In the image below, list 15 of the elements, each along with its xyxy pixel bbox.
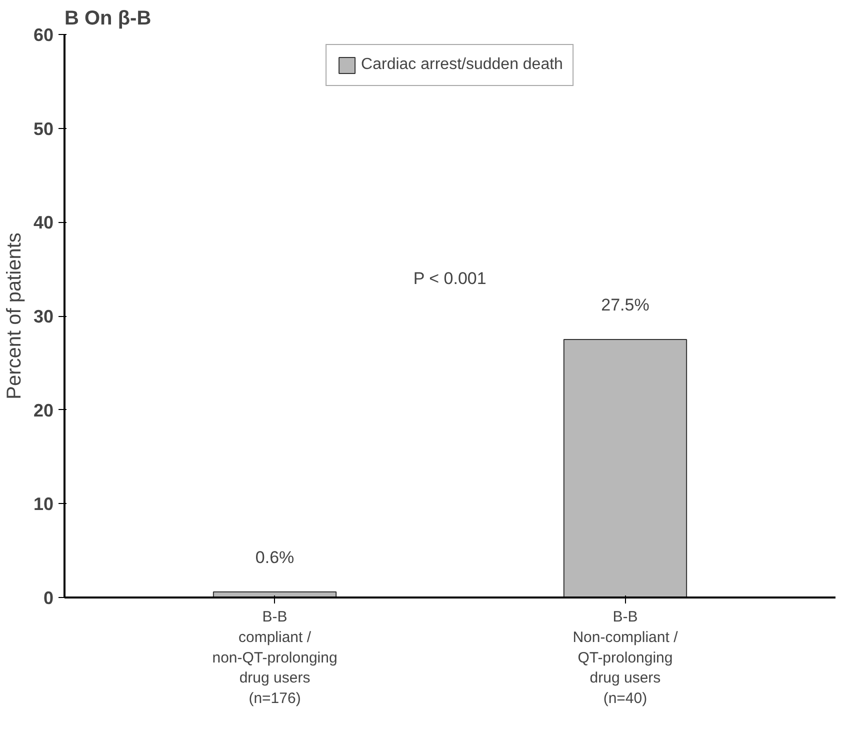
data-label: 27.5% <box>601 295 650 314</box>
y-tick-label: 60 <box>33 25 54 45</box>
annotation: P < 0.001 <box>413 268 486 288</box>
data-label: 0.6% <box>255 548 294 567</box>
legend-label: Cardiac arrest/sudden death <box>361 56 563 74</box>
x-tick-label: B-B compliant / non-QT-prolonging drug users (n=176) <box>212 608 338 708</box>
y-tick-label: 40 <box>33 212 54 233</box>
y-tick-label: 30 <box>33 306 54 326</box>
y-tick-label: 50 <box>33 118 54 139</box>
y-tick-label: 0 <box>43 588 54 608</box>
chart-title: B On β-B <box>64 8 152 30</box>
x-tick-label: B-B Non-compliant / QT-prolonging drug users (n=40) <box>572 608 679 708</box>
y-tick-label: 20 <box>33 400 54 420</box>
y-axis-title: Percent of patients <box>3 232 26 400</box>
y-tick-label: 10 <box>33 494 54 514</box>
